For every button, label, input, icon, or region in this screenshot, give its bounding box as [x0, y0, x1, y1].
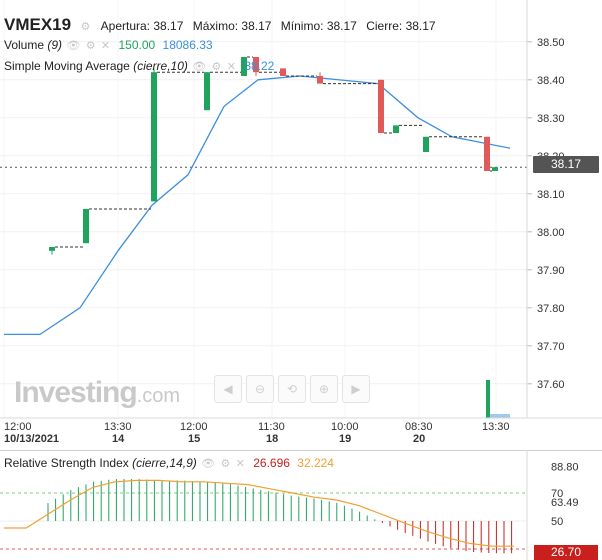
logo-suffix: .com — [136, 385, 181, 407]
candle-up — [49, 247, 55, 251]
price-tick-label: 37.80 — [537, 303, 565, 315]
rsi-lines — [4, 479, 514, 547]
time-tick-label: 10:00 — [331, 421, 359, 433]
eye-icon[interactable]: 👁 — [192, 61, 207, 73]
reset-zoom-icon[interactable]: ⟲ — [278, 375, 306, 403]
price-tick-label: 37.90 — [537, 265, 565, 277]
gear-icon[interactable]: ⚙ — [220, 458, 231, 470]
rsi-value-2: 32.224 — [297, 456, 334, 470]
sma-value: 38.22 — [244, 59, 275, 73]
date-tick-label: 15 — [188, 433, 200, 445]
eye-icon[interactable]: 👁 — [66, 40, 81, 52]
time-tick-label: 08:30 — [405, 421, 433, 433]
high-value: 38.17 — [241, 19, 272, 33]
price-tick-label: 37.70 — [537, 341, 565, 353]
rsi-signal-line — [4, 479, 514, 547]
time-tick-label: 13:30 — [482, 421, 510, 433]
candle-up — [151, 72, 157, 202]
low-value: 38.17 — [326, 19, 357, 33]
rsi-param: (cierre,14,9) — [132, 456, 197, 470]
open-value: 38.17 — [153, 19, 184, 33]
date-tick-label: 10/13/2021 — [4, 433, 59, 445]
rsi-histogram — [47, 479, 513, 554]
candlesticks[interactable] — [49, 56, 498, 255]
candle-down — [280, 68, 286, 76]
gear-icon[interactable]: ⚙ — [80, 21, 91, 33]
volume-bar — [486, 380, 490, 418]
price-tick-label: 37.60 — [537, 379, 565, 391]
sma-label: Simple Moving Average — [4, 59, 130, 73]
time-tick-label: 11:30 — [258, 421, 285, 433]
ohlc-header: VMEX19 ⚙ Apertura: 38.17 Máximo: 38.17 M… — [4, 15, 436, 35]
rsi-value-badge: 26.70 — [534, 545, 598, 560]
candle-up — [492, 167, 498, 171]
date-tick-label: 20 — [413, 433, 425, 445]
volume-label: Volume — [4, 38, 45, 52]
zoom-out-icon[interactable]: ⊖ — [246, 375, 274, 403]
candle-down — [484, 136, 490, 171]
eye-icon[interactable]: 👁 — [201, 458, 216, 470]
gear-icon[interactable]: ⚙ — [211, 61, 222, 73]
low-label: Mínimo: — [280, 19, 324, 33]
candle-down — [378, 79, 384, 133]
price-tick-label: 38.00 — [537, 227, 565, 239]
scroll-right-icon[interactable]: ▶ — [342, 375, 370, 403]
time-tick-label: 12:00 — [4, 421, 32, 433]
volume-bar — [490, 414, 510, 418]
rsi-tick-label: 70 — [551, 488, 563, 500]
high-label: Máximo: — [192, 19, 239, 33]
rsi-label: Relative Strength Index — [4, 456, 129, 470]
close-icon[interactable]: ✕ — [100, 40, 111, 52]
logo-text: Investing — [14, 376, 138, 409]
candle-down — [317, 76, 323, 84]
rsi-legend: Relative Strength Index (cierre,14,9) 👁 … — [4, 456, 334, 470]
time-axis: 12:0010/13/202113:301412:001511:301810:0… — [4, 421, 510, 445]
price-tick-label: 38.30 — [537, 113, 565, 125]
price-axis: 38.5038.4038.3038.2038.1038.0037.9037.80… — [527, 37, 565, 391]
rsi-value-1: 26.696 — [253, 456, 290, 470]
symbol-title: VMEX19 — [4, 15, 72, 34]
sma-legend: Simple Moving Average (cierre,10) 👁 ⚙ ✕ … — [4, 59, 274, 73]
candle-up — [423, 136, 429, 152]
close-value: 38.17 — [405, 19, 436, 33]
rsi-tick-label: 50 — [551, 516, 563, 528]
sma-param: (cierre,10) — [133, 59, 188, 73]
volume-value-2: 18086.33 — [162, 38, 213, 52]
time-tick-label: 12:00 — [180, 421, 208, 433]
price-tick-label: 38.50 — [537, 37, 565, 49]
volume-value-1: 150.00 — [118, 38, 156, 52]
sma-line — [4, 75, 511, 336]
close-icon[interactable]: ✕ — [226, 61, 236, 73]
rsi-tick-label: 88.80 — [551, 462, 579, 474]
candle-down — [253, 57, 259, 73]
candle-up — [393, 125, 399, 133]
date-tick-label: 14 — [112, 433, 125, 445]
rsi-level-lines — [0, 492, 527, 550]
candle-up — [204, 72, 210, 111]
candle-up — [241, 57, 247, 76]
chart-navigation: ◀ ⊖ ⟲ ⊕ ▶ — [214, 375, 370, 403]
price-tick-label: 38.40 — [537, 75, 565, 87]
close-icon[interactable]: ✕ — [235, 458, 245, 470]
date-tick-label: 19 — [339, 433, 351, 445]
candle-up — [83, 209, 89, 244]
rsi-tick-label: 63.49 — [551, 497, 579, 509]
date-tick-label: 18 — [266, 433, 278, 445]
open-label: Apertura: — [100, 19, 151, 33]
scroll-left-icon[interactable]: ◀ — [214, 375, 242, 403]
price-tick-label: 38.10 — [537, 189, 565, 201]
volume-legend: Volume (9) 👁 ⚙ ✕ 150.00 18086.33 — [4, 38, 213, 52]
time-tick-label: 13:30 — [104, 421, 132, 433]
zoom-in-icon[interactable]: ⊕ — [310, 375, 338, 403]
volume-bars — [486, 380, 510, 418]
investing-logo: Investing.com — [14, 376, 180, 410]
volume-param: (9) — [47, 38, 63, 52]
close-label: Cierre: — [366, 19, 403, 33]
last-price-badge: 38.17 — [533, 156, 599, 173]
sma-path — [4, 75, 511, 336]
gear-icon[interactable]: ⚙ — [85, 40, 96, 52]
